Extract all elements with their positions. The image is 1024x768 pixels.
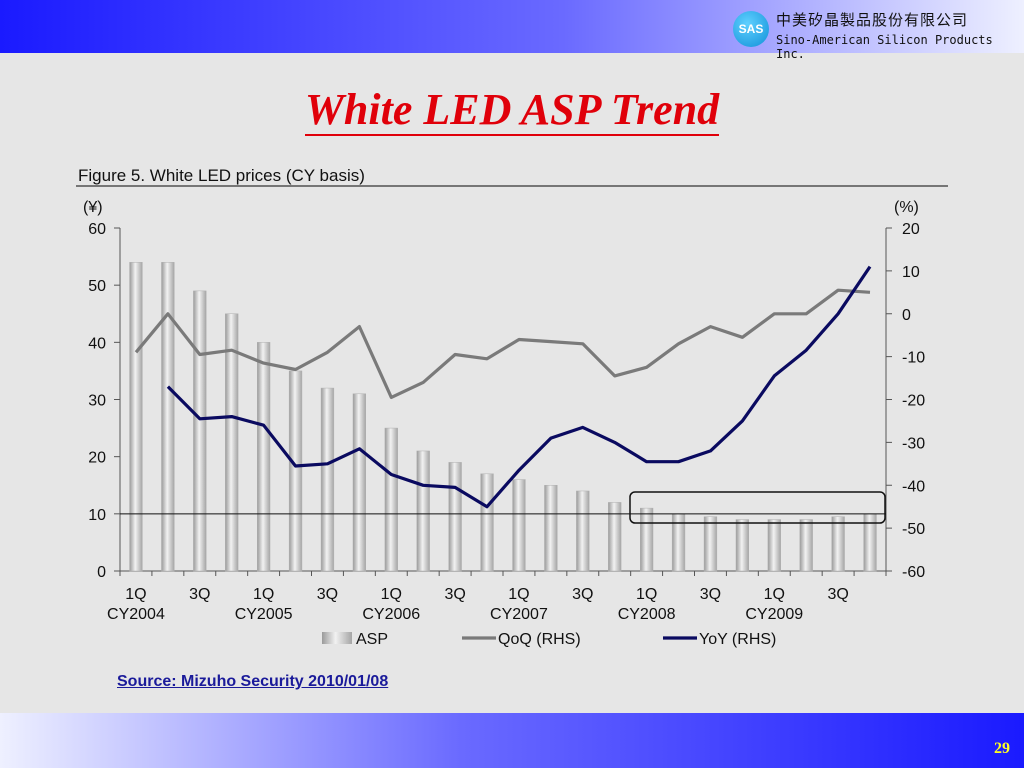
x-tick-label-quarter: 1Q <box>253 586 274 603</box>
asp-bar <box>608 502 622 572</box>
asp-bar <box>831 516 845 572</box>
legend-asp-swatch <box>322 632 352 644</box>
highlight-box <box>629 491 886 524</box>
header-bar <box>0 0 1024 53</box>
right-tick-label: -30 <box>902 435 925 452</box>
asp-bar <box>161 262 175 572</box>
x-tick-label-quarter: 3Q <box>700 586 721 603</box>
asp-bar <box>480 473 494 572</box>
right-tick-label: 20 <box>902 221 920 238</box>
asp-bar <box>225 313 239 572</box>
legend-qoq-label: QoQ (RHS) <box>498 631 581 648</box>
x-tick-label-quarter: 1Q <box>125 586 146 603</box>
asp-bar <box>416 450 430 572</box>
x-tick-label-year: CY2004 <box>107 606 165 623</box>
x-tick-label-quarter: 1Q <box>764 586 785 603</box>
source-link[interactable]: Source: Mizuho Security 2010/01/08 <box>117 673 389 690</box>
x-tick-label-year: CY2005 <box>235 606 293 623</box>
asp-bar <box>448 462 462 572</box>
asp-bar <box>703 516 718 572</box>
left-tick-label: 40 <box>88 335 106 352</box>
asp-bar <box>288 370 303 572</box>
x-tick-label-quarter: 3Q <box>189 586 210 603</box>
left-tick-label: 50 <box>88 278 106 295</box>
asp-bar <box>576 490 590 572</box>
company-name-chinese: 中美矽晶製品股份有限公司 <box>776 11 969 29</box>
slide-title: White LED ASP Trend <box>0 84 1024 136</box>
figure-title: Figure 5. White LED prices (CY basis) <box>78 166 365 185</box>
x-tick-label-year: CY2007 <box>490 606 548 623</box>
x-tick-label-quarter: 1Q <box>381 586 402 603</box>
asp-bar <box>799 519 813 572</box>
left-tick-label: 10 <box>88 507 106 524</box>
yoy-line <box>166 265 872 509</box>
asp-bar <box>767 519 781 572</box>
x-tick-label-quarter: 1Q <box>636 586 657 603</box>
left-tick-label: 60 <box>88 221 106 238</box>
x-tick-label-year: CY2006 <box>362 606 420 623</box>
right-tick-label: -40 <box>902 478 925 495</box>
page-number: 29 <box>994 740 1010 757</box>
legend-yoy-label: YoY (RHS) <box>699 631 776 648</box>
asp-bar <box>193 290 207 572</box>
x-tick-label-year: CY2009 <box>745 606 803 623</box>
left-axis-unit: (¥) <box>83 199 103 216</box>
asp-bar <box>320 387 335 572</box>
slide-title-text: White LED ASP Trend <box>304 85 720 136</box>
asp-bar <box>384 427 398 572</box>
left-tick-label: 20 <box>88 450 106 467</box>
x-tick-label-quarter: 1Q <box>508 586 529 603</box>
asp-bar <box>735 519 750 572</box>
asp-bar <box>256 342 271 572</box>
right-tick-label: -20 <box>902 393 925 410</box>
footer-bar <box>0 713 1024 768</box>
qoq-line <box>134 288 871 399</box>
right-tick-label: 10 <box>902 264 920 281</box>
asp-bar <box>544 485 558 572</box>
x-tick-label-year: CY2008 <box>618 606 676 623</box>
right-axis-unit: (%) <box>894 199 919 216</box>
left-tick-label: 30 <box>88 393 106 410</box>
x-tick-label-quarter: 3Q <box>827 586 848 603</box>
right-tick-label: 0 <box>902 307 911 324</box>
legend-asp-label: ASP <box>356 631 388 648</box>
right-tick-label: -10 <box>902 350 925 367</box>
asp-bar <box>512 479 526 572</box>
left-tick-label: 0 <box>97 564 106 581</box>
asp-bar <box>129 262 143 572</box>
right-tick-label: -60 <box>902 564 925 581</box>
asp-bar <box>639 507 654 572</box>
x-tick-label-quarter: 3Q <box>572 586 593 603</box>
x-tick-label-quarter: 3Q <box>444 586 465 603</box>
x-tick-label-quarter: 3Q <box>317 586 338 603</box>
company-name-english: Sino-American Silicon Products Inc. <box>776 33 993 61</box>
right-tick-label: -50 <box>902 521 925 538</box>
asp-bar <box>352 393 367 572</box>
company-logo: SAS <box>733 11 769 47</box>
